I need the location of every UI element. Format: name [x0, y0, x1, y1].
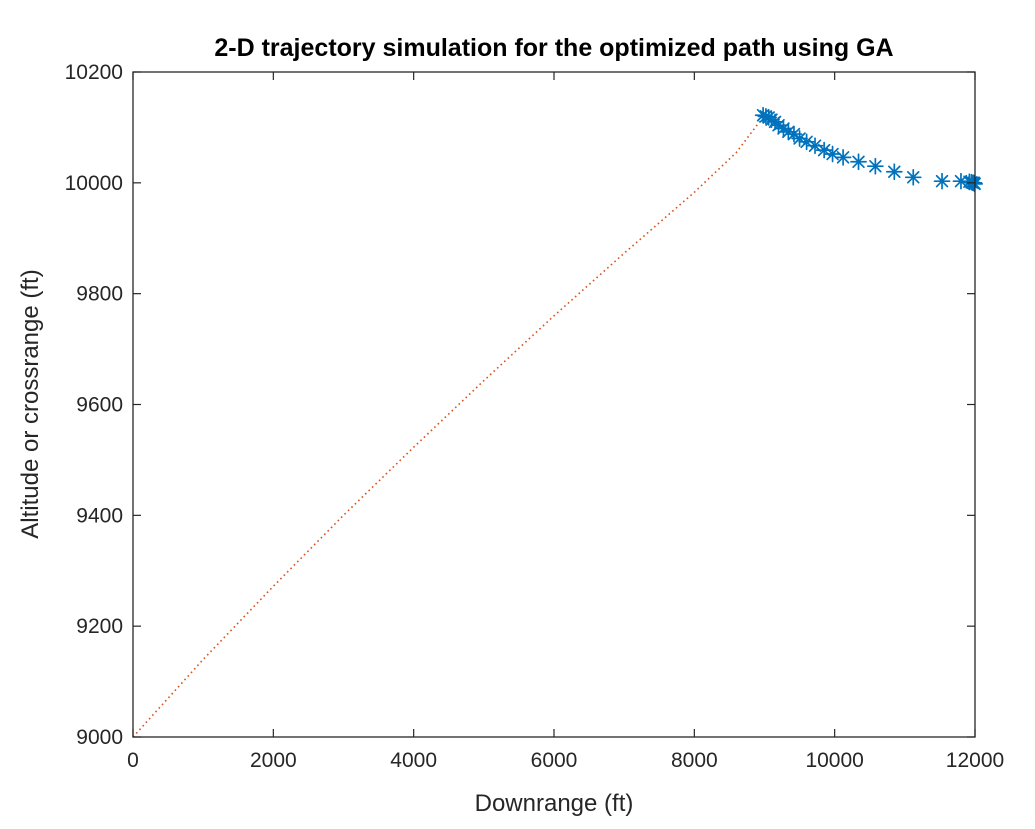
y-tick-label: 10200	[65, 61, 123, 84]
ticks-layer: 0 2000 4000 6000 8000 10000 12000 9000 9200 9400 9…	[65, 61, 1005, 772]
trajectory-asterisk-point	[834, 148, 852, 166]
plot-area	[133, 72, 975, 737]
trajectory-asterisk-point	[933, 172, 951, 190]
x-tick-label: 8000	[671, 749, 718, 772]
x-axis-label: Downrange (ft)	[475, 790, 634, 817]
x-tick-label: 10000	[805, 749, 863, 772]
chart-title: 2-D trajectory simulation for the optimi…	[214, 34, 893, 62]
trajectory-dotted-line	[132, 114, 766, 738]
trajectory-asterisk-point	[904, 168, 922, 186]
y-tick-label: 9200	[76, 615, 123, 638]
y-tick-label: 9400	[76, 504, 123, 527]
y-tick-label: 9000	[76, 726, 123, 749]
trajectory-asterisk-point	[850, 153, 867, 171]
y-tick-label: 10000	[65, 172, 123, 195]
trajectory-asterisk-point	[885, 163, 903, 181]
x-tick-label: 0	[127, 749, 139, 772]
y-tick-label: 9800	[76, 283, 123, 306]
x-tick-label: 2000	[250, 749, 297, 772]
x-tick-label: 12000	[946, 749, 1004, 772]
y-axis-label: Altitude or crossrange (ft)	[17, 269, 44, 538]
x-tick-label: 6000	[531, 749, 578, 772]
trajectory-asterisk-point	[867, 157, 884, 175]
x-tick-label: 4000	[390, 749, 437, 772]
trajectory-asterisk-point	[791, 130, 808, 147]
trajectory-asterisk-point	[824, 145, 841, 163]
y-tick-label: 9600	[76, 394, 123, 417]
